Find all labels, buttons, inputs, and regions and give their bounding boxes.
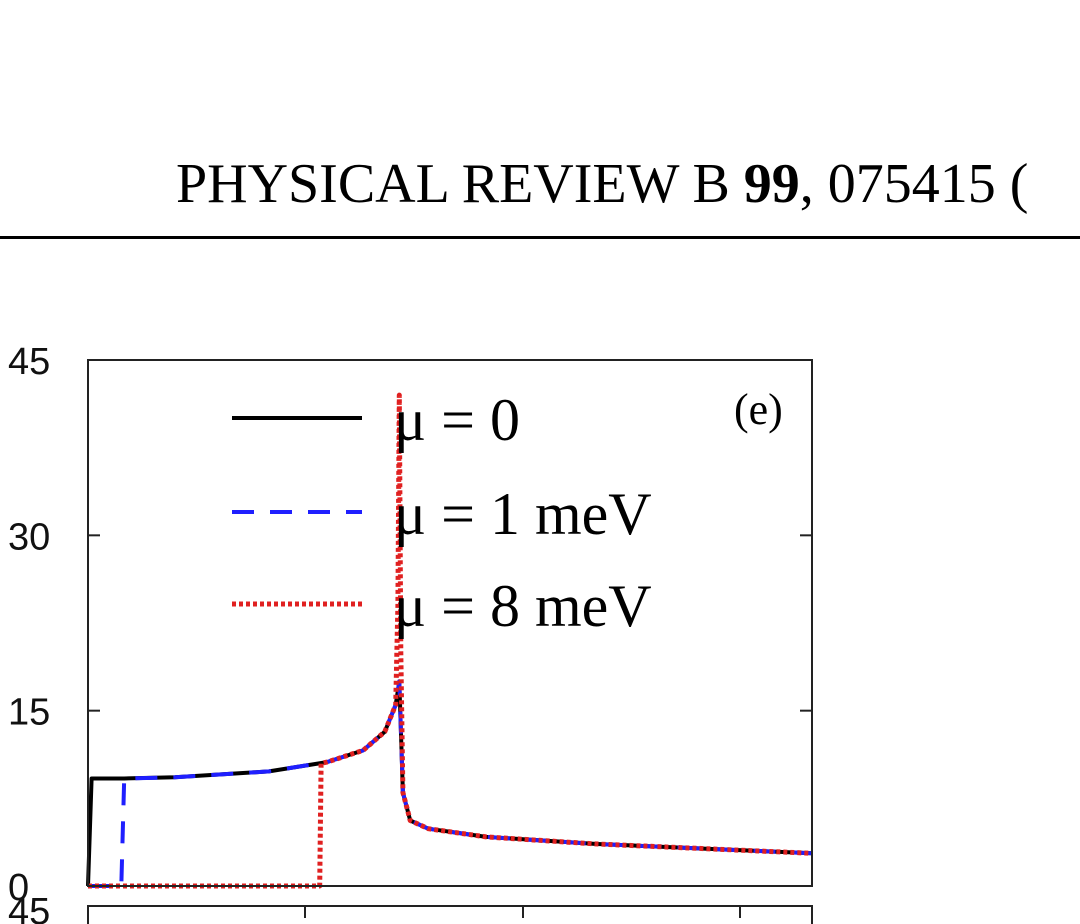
- legend-label-1: μ = 1 meV: [394, 481, 652, 547]
- article-number: 075415 (: [827, 153, 1029, 215]
- panel-label: (e): [734, 385, 783, 434]
- series-line-0: [86, 679, 813, 887]
- journal-header: PHYSICAL REVIEW B 99, 075415 (: [176, 156, 1028, 212]
- y-tick-label: 15: [8, 692, 50, 734]
- series-line-2: [88, 392, 813, 889]
- legend-label-0: μ = 0: [394, 387, 520, 453]
- series-line-1: [88, 679, 813, 888]
- y-tick-label: 0: [8, 867, 29, 909]
- journal-volume: 99: [743, 153, 800, 215]
- plot-frame: [87, 359, 813, 887]
- next-panel-frame: [87, 905, 813, 924]
- legend-label-2: μ = 8 meV: [394, 573, 652, 639]
- header-comma: ,: [799, 153, 814, 215]
- y-tick-label: 30: [8, 516, 50, 558]
- header-rule: [0, 236, 1080, 239]
- series-group: [86, 392, 813, 889]
- legend: μ = 0 μ = 1 meV μ = 8 meV: [232, 387, 652, 639]
- y-tick-label: 45: [8, 341, 50, 383]
- journal-name: PHYSICAL REVIEW B: [176, 153, 730, 215]
- next-panel-y-tick-label: 45: [8, 891, 50, 924]
